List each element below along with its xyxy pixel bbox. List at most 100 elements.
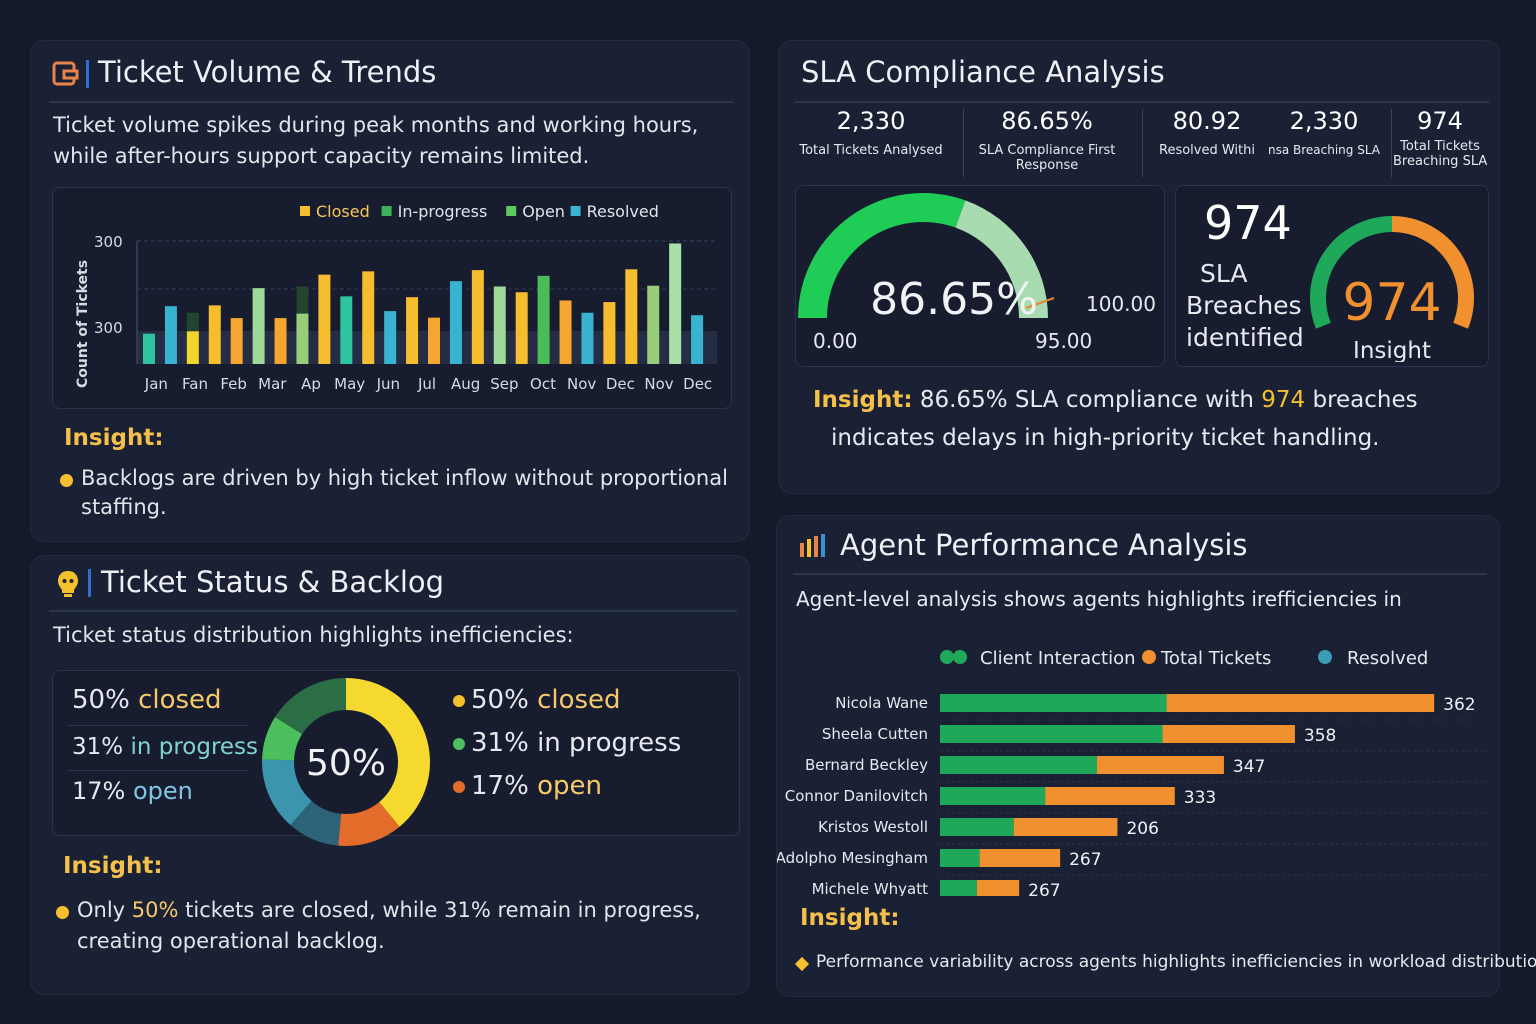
- breach-gauge-compliant: [1310, 216, 1392, 329]
- volume-chart: 300 300 Count of Tickets Jan Fan Feb Mar Ap May J…: [52, 187, 732, 409]
- donut-slice: [262, 716, 303, 761]
- x-tick-label: Sep: [490, 375, 518, 393]
- bar-client-interaction: [940, 756, 1097, 774]
- bar: [362, 271, 375, 364]
- status-row-open: 17% open: [72, 777, 193, 805]
- agent-bar-chart: Client Interaction Total Tickets Resolved N…: [777, 648, 1487, 896]
- data-label: 358: [1304, 726, 1336, 746]
- agent-panel: Agent Performance Analysis Agent-level a…: [776, 515, 1536, 997]
- bar: [384, 311, 397, 364]
- status-donut-chart: 50%: [262, 678, 430, 846]
- agent-name: Kristos Westoll: [818, 818, 928, 836]
- x-tick-label: Nov: [644, 375, 673, 393]
- x-tick-label: Dec: [683, 375, 712, 393]
- insight-text: Only 50% tickets are closed, while 31% r…: [77, 898, 701, 922]
- data-label: 206: [1126, 819, 1158, 839]
- insight-label: Insight:: [63, 853, 163, 879]
- x-tick-label: May: [334, 375, 365, 393]
- lightbulb-icon: [58, 571, 78, 597]
- bar-total-tickets: [979, 849, 1061, 867]
- data-label: 347: [1233, 757, 1265, 777]
- legend-swatch: [381, 206, 392, 216]
- panel-title: Ticket Status & Backlog: [101, 565, 445, 599]
- status-breakdown: 50% closed 31% in progress 17% open 50% …: [52, 670, 740, 846]
- legend-swatch: [506, 206, 517, 216]
- insight-text-line2: indicates delays in high-priority ticket…: [831, 425, 1380, 451]
- insight-text: Backlogs are driven by high ticket inflo…: [81, 466, 728, 490]
- x-tick-label: Aug: [451, 375, 480, 393]
- panel-title: SLA Compliance Analysis: [801, 55, 1165, 89]
- x-tick-label: Jul: [417, 375, 436, 393]
- insight-text: Performance variability across agents hi…: [816, 952, 1536, 972]
- breach-count: 974: [1204, 196, 1292, 250]
- bar-client-interaction: [940, 694, 1167, 712]
- bar-total-tickets: [1166, 694, 1435, 712]
- description: Ticket volume spikes during peak months …: [53, 113, 699, 137]
- bar: [428, 317, 440, 364]
- legend-label: Client Interaction: [980, 648, 1136, 669]
- x-tick-label: Dec: [606, 375, 635, 393]
- agent-name: Michele Whyatt: [812, 880, 929, 896]
- kpi-breaching-sla: 2,330 nsa Breaching SLA: [1267, 107, 1381, 157]
- legend-dot: [940, 650, 954, 664]
- bar: [252, 288, 265, 364]
- agent-name: Nicola Wane: [835, 694, 928, 712]
- gauge-max-label: 100.00: [1086, 292, 1156, 316]
- ticket-status-panel: Ticket Status & Backlog Ticket status di…: [30, 555, 750, 995]
- description: Agent-level analysis shows agents highli…: [796, 587, 1402, 611]
- ticket-volume-panel: Ticket Volume & Trends Ticket volume spi…: [30, 40, 750, 542]
- bar: [208, 305, 221, 364]
- bar: [669, 243, 682, 364]
- gauge-value: 86.65%: [870, 274, 1038, 325]
- legend-dot: [953, 650, 967, 664]
- legend-label: Closed: [316, 202, 370, 221]
- bar: [515, 292, 528, 364]
- agent-name: Bernard Beckley: [805, 756, 928, 774]
- bar: [625, 269, 638, 364]
- bar-total-tickets: [1162, 725, 1295, 743]
- legend-closed: 50% closed: [453, 685, 621, 715]
- bar: [230, 318, 243, 364]
- breach-label: SLA Breaches identified: [1186, 259, 1304, 352]
- sla-panel: SLA Compliance Analysis 2,330 Total Ticke…: [778, 40, 1500, 494]
- y-axis-label: Count of Tickets: [75, 260, 91, 388]
- insight-label: Insight:: [800, 905, 900, 931]
- insight-diamond-icon: [794, 956, 810, 972]
- legend-label: Resolved: [1347, 648, 1428, 669]
- description: Ticket status distribution highlights in…: [53, 623, 574, 647]
- bar-total-tickets: [976, 880, 1020, 896]
- sla-compliance-gauge: 86.65% 0.00 95.00 100.00: [798, 192, 1156, 353]
- status-pct: 31%: [72, 734, 124, 760]
- x-tick-label: Fan: [182, 375, 208, 393]
- bar-client-interaction: [940, 725, 1163, 743]
- agent-name: Sheela Cutten: [822, 725, 928, 743]
- bar: [471, 270, 484, 364]
- panel-title: Ticket Volume & Trends: [98, 55, 437, 89]
- bar: [559, 300, 572, 364]
- bar: [537, 275, 550, 364]
- bar: [449, 281, 462, 364]
- legend-swatch: [570, 206, 581, 216]
- breach-gauge-value: 974: [1342, 273, 1441, 333]
- bar-client-interaction: [940, 880, 977, 896]
- x-tick-label: Ap: [301, 375, 321, 393]
- bar: [186, 331, 199, 364]
- data-label: 333: [1184, 788, 1216, 808]
- donut-slice: [338, 802, 400, 846]
- bar: [296, 313, 309, 364]
- bar: [406, 297, 419, 364]
- x-tick-label: Jan: [144, 375, 168, 393]
- x-tick-label: Feb: [220, 375, 247, 393]
- gauge-target-label: 95.00: [1035, 329, 1092, 353]
- status-row-in-progress: 31% in progress: [72, 734, 258, 760]
- bar-client-interaction: [940, 818, 1014, 836]
- legend-label: Open: [522, 202, 565, 221]
- kpi-total-tickets: 2,330 Total Tickets Analysed: [799, 107, 943, 158]
- gauge-target-marker: [1025, 297, 1055, 309]
- gauge-remaining: [955, 200, 1048, 318]
- bar-chart-icon: [800, 534, 825, 557]
- bar-total-tickets: [1096, 756, 1224, 774]
- legend-label: In-progress: [398, 202, 488, 221]
- x-tick-label: Jun: [376, 375, 400, 393]
- status-row-closed: 50% closed: [72, 685, 222, 715]
